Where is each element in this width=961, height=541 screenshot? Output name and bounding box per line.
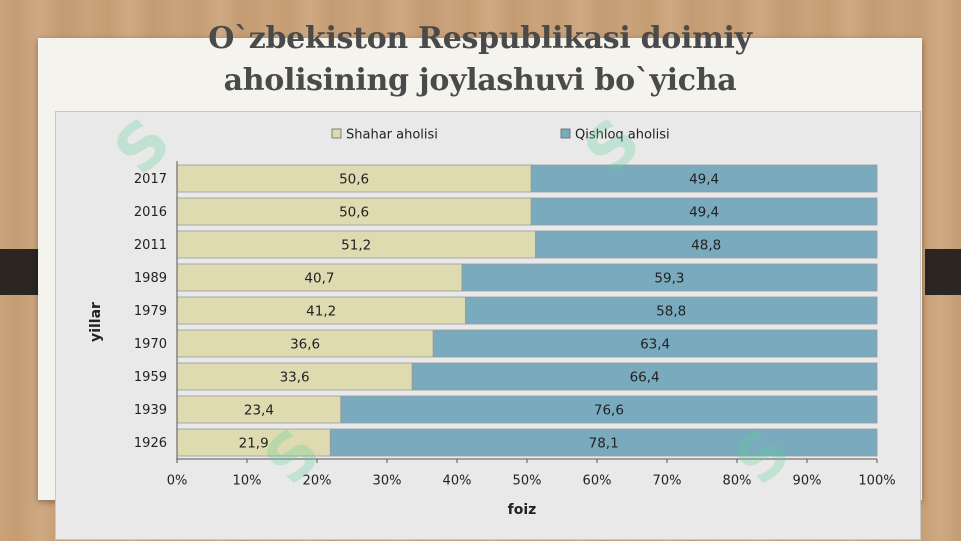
title-line-1: O`zbekiston Respublikasi doimiy <box>208 21 752 56</box>
x-tick-label: 0% <box>167 474 188 489</box>
stacked-bar-chart: 50,6 49,4 2017 50,6 49,4 2016 51,2 48,8 2011 40,7… <box>88 128 896 519</box>
y-tick-label: 1970 <box>134 337 167 352</box>
legend-label: Qishloq aholisi <box>575 128 670 143</box>
bar-rural <box>530 197 878 226</box>
y-axis-title: yillar <box>88 302 104 342</box>
bar-value-label: 66,4 <box>630 370 660 386</box>
bar-urban <box>176 329 434 358</box>
bar-value-label: 21,9 <box>239 436 269 452</box>
bar-rural <box>432 329 878 358</box>
bar-urban <box>176 164 532 193</box>
bar-value-label: 50,6 <box>339 205 369 221</box>
bar-value-label: 51,2 <box>341 238 371 254</box>
bar-rural <box>530 164 878 193</box>
y-tick-label: 1939 <box>134 403 167 418</box>
bar-rural <box>464 296 878 325</box>
y-tick-label: 1979 <box>134 304 167 319</box>
bar-value-label: 50,6 <box>339 172 369 188</box>
bar-value-label: 76,6 <box>594 403 624 419</box>
bar-urban <box>176 395 342 424</box>
bar-urban <box>176 296 466 325</box>
bar-value-label: 59,3 <box>654 271 684 287</box>
title-line-2: aholisining joylashuvi bo`yicha <box>223 63 737 98</box>
bar-value-label: 78,1 <box>589 436 619 452</box>
y-tick-label: 2011 <box>134 238 167 253</box>
chart-panel: 50,6 49,4 2017 50,6 49,4 2016 51,2 48,8 2011 40,7… <box>55 111 921 540</box>
x-axis-title: foiz <box>508 502 537 518</box>
bar-value-label: 36,6 <box>290 337 320 353</box>
bar-value-label: 41,2 <box>306 304 336 320</box>
y-tick-label: 1989 <box>134 271 167 286</box>
bar-value-label: 48,8 <box>691 238 721 254</box>
x-tick-label: 80% <box>723 474 752 489</box>
bar-value-label: 63,4 <box>640 337 670 353</box>
y-tick-label: 2016 <box>134 205 167 220</box>
dark-band-right <box>925 249 961 295</box>
bar-value-label: 40,7 <box>304 271 334 287</box>
x-tick-label: 10% <box>233 474 262 489</box>
bar-rural <box>534 230 878 259</box>
legend-swatch-urban <box>331 128 342 139</box>
bar-rural <box>461 263 878 292</box>
y-tick-label: 2017 <box>134 172 167 187</box>
bar-value-label: 33,6 <box>280 370 310 386</box>
legend-label: Shahar aholisi <box>346 128 438 143</box>
bar-value-label: 58,8 <box>656 304 686 320</box>
x-tick-label: 100% <box>858 474 895 489</box>
bar-value-label: 49,4 <box>689 172 719 188</box>
x-tick-label: 30% <box>373 474 402 489</box>
bar-urban <box>176 263 463 292</box>
bar-urban <box>176 362 413 391</box>
bar-value-label: 49,4 <box>689 205 719 221</box>
slide-title: O`zbekiston Respublikasi doimiy aholisin… <box>150 18 810 102</box>
bar-urban <box>176 428 331 457</box>
bar-rural <box>340 395 878 424</box>
y-tick-label: 1926 <box>134 436 167 451</box>
x-tick-label: 90% <box>793 474 822 489</box>
legend-swatch-rural <box>560 128 571 139</box>
bar-rural <box>329 428 878 457</box>
y-tick-label: 1959 <box>134 370 167 385</box>
x-tick-label: 60% <box>583 474 612 489</box>
dark-band-left <box>0 249 40 295</box>
x-tick-label: 40% <box>443 474 472 489</box>
x-tick-label: 70% <box>653 474 682 489</box>
x-tick-label: 50% <box>513 474 542 489</box>
bar-value-label: 23,4 <box>244 403 274 419</box>
bar-rural <box>411 362 878 391</box>
x-tick-label: 20% <box>303 474 332 489</box>
